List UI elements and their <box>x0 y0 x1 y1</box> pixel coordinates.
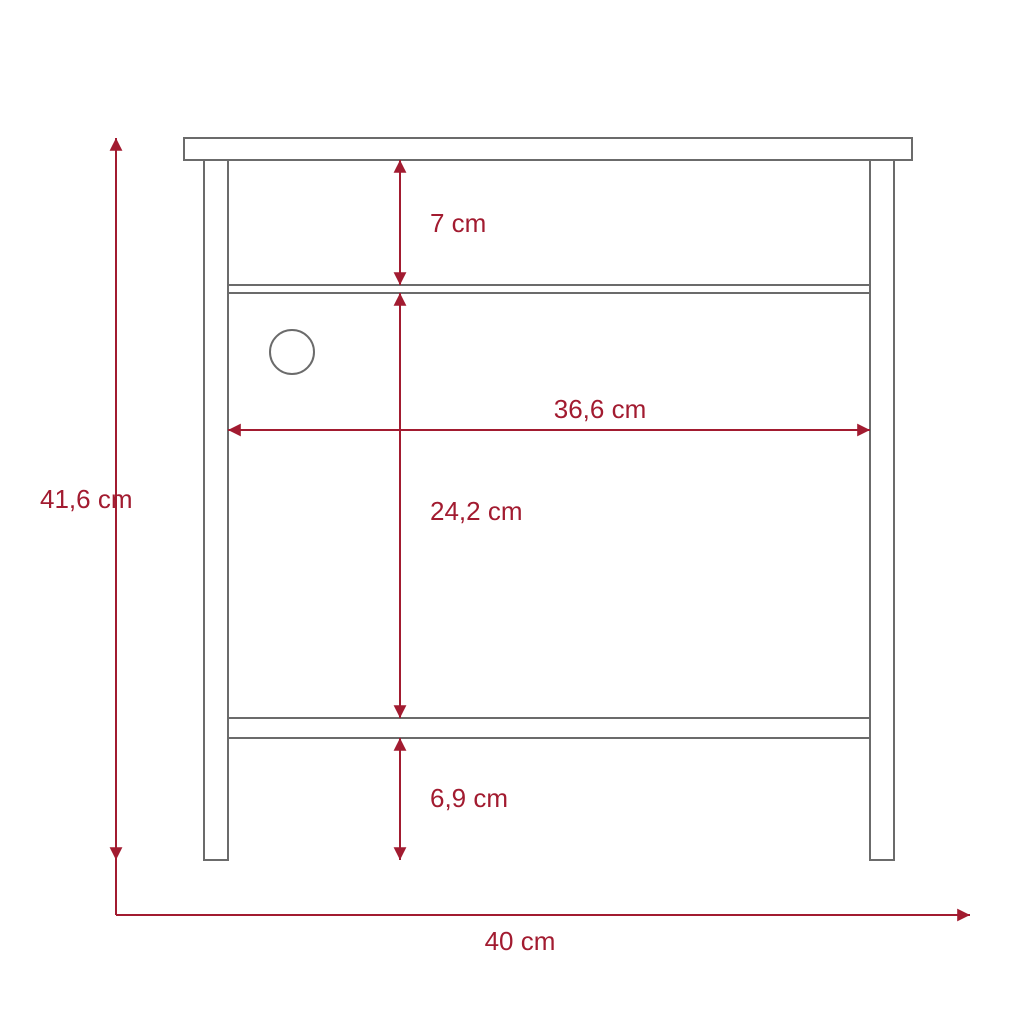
door-knob <box>270 330 314 374</box>
dim-overall-width-label: 40 cm <box>485 926 556 956</box>
dim-gap-top-label: 7 cm <box>430 208 486 238</box>
dim-inner-width-label: 36,6 cm <box>554 394 647 424</box>
dim-overall-height-label: 41,6 cm <box>40 484 133 514</box>
dimension-diagram: 41,6 cm 40 cm 7 cm 24,2 cm 6,9 cm 36,6 cm <box>0 0 1024 1024</box>
dim-leg-clearance-label: 6,9 cm <box>430 783 508 813</box>
dimension-lines: 41,6 cm 40 cm 7 cm 24,2 cm 6,9 cm 36,6 cm <box>40 138 970 956</box>
dim-door-height-label: 24,2 cm <box>430 496 523 526</box>
furniture-outline <box>184 138 912 860</box>
